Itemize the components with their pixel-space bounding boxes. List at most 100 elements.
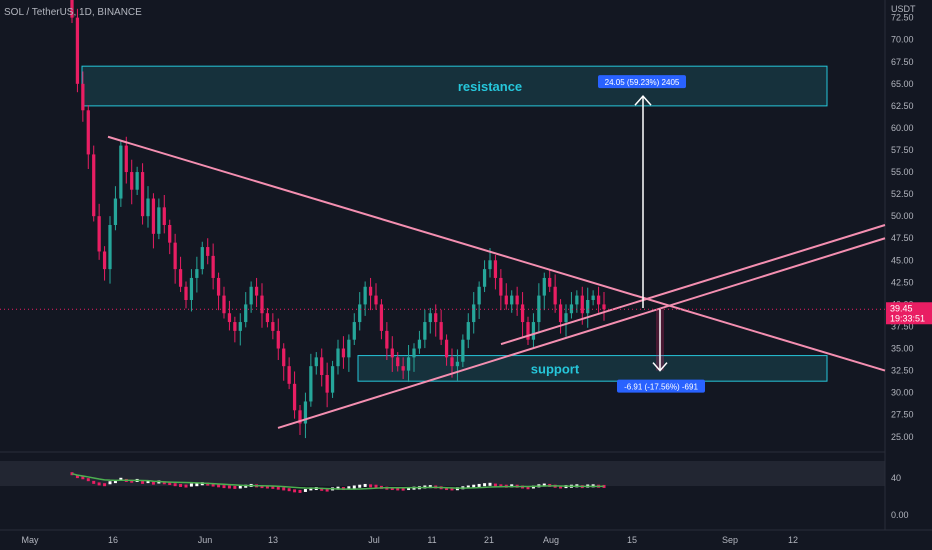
oscillator-point xyxy=(488,482,492,486)
oscillator-point xyxy=(559,485,563,489)
oscillator-point xyxy=(320,487,324,491)
candle xyxy=(417,339,422,349)
oscillator-point xyxy=(227,485,231,489)
candle xyxy=(151,198,156,234)
candle xyxy=(558,304,563,323)
price-tick-label: 32.50 xyxy=(891,366,914,376)
price-tick-label: 52.50 xyxy=(891,189,914,199)
candle xyxy=(580,295,584,314)
candle xyxy=(406,357,411,371)
oscillator-point xyxy=(260,485,264,489)
oscillator-point xyxy=(336,486,340,490)
oscillator-point xyxy=(179,483,183,487)
oscillator-point xyxy=(81,476,85,480)
support-label: support xyxy=(531,361,580,376)
oscillator-point xyxy=(92,480,96,484)
last-price-value: 39.45 xyxy=(890,303,913,313)
candle xyxy=(520,304,525,323)
oscillator-point xyxy=(195,483,199,487)
time-tick-label: Jul xyxy=(368,535,380,545)
candle xyxy=(102,251,107,270)
candle xyxy=(271,322,275,331)
candle xyxy=(113,198,118,225)
price-tick-label: 45.00 xyxy=(891,255,914,265)
candle xyxy=(70,0,74,18)
candle xyxy=(249,286,253,305)
measure-up-arrowhead xyxy=(634,95,652,106)
oscillator-point xyxy=(352,485,356,489)
price-tick-label: 30.00 xyxy=(891,388,914,398)
candle xyxy=(455,361,460,367)
price-tick-label: 55.00 xyxy=(891,167,914,177)
candle xyxy=(504,295,508,305)
oscillator-point xyxy=(347,486,351,490)
candle xyxy=(439,322,443,340)
candle xyxy=(488,260,492,270)
price-tick-label: 42.50 xyxy=(891,277,914,287)
oscillator-point xyxy=(238,485,242,489)
oscillator-point xyxy=(477,483,481,487)
candle xyxy=(184,286,188,300)
candle xyxy=(140,172,145,217)
candle xyxy=(396,357,400,367)
oscillator-point xyxy=(401,487,405,491)
oscillator-point xyxy=(103,483,107,487)
oscillator-point xyxy=(162,481,166,485)
oscillator-point xyxy=(271,485,275,489)
candle xyxy=(493,260,498,278)
oscillator-point xyxy=(303,488,307,492)
candle xyxy=(336,348,340,367)
candle xyxy=(86,110,90,155)
price-tick-label: 57.50 xyxy=(891,145,914,155)
oscillator-point xyxy=(211,483,215,487)
oscillator-point xyxy=(483,483,487,487)
oscillator-point xyxy=(374,484,378,488)
oscillator-point xyxy=(130,479,134,483)
time-tick-label: 12 xyxy=(788,535,798,545)
candle xyxy=(526,322,530,340)
candle xyxy=(390,348,394,358)
support-zone xyxy=(357,355,828,382)
candle xyxy=(444,339,449,358)
oscillator-point xyxy=(151,481,155,485)
candle xyxy=(477,286,481,305)
candle xyxy=(596,295,601,305)
time-tick-label: 16 xyxy=(108,535,118,545)
candle xyxy=(423,322,427,340)
oscillator-point xyxy=(325,488,329,492)
candle xyxy=(162,207,166,225)
candle xyxy=(385,330,389,349)
time-tick-label: 11 xyxy=(427,535,436,545)
candle xyxy=(434,313,438,323)
candle xyxy=(575,295,579,305)
candle xyxy=(124,145,128,173)
candle xyxy=(374,295,378,305)
oscillator-point xyxy=(472,484,476,488)
candle xyxy=(352,322,356,340)
time-tick-label: Jun xyxy=(198,535,213,545)
time-tick-label: 13 xyxy=(268,535,278,545)
oscillator-point xyxy=(396,487,400,491)
measure-down-label-bg xyxy=(617,379,705,393)
measure-up-label: 24.05 (59.23%) 2405 xyxy=(605,78,680,87)
candle xyxy=(135,172,139,190)
oscillator-point xyxy=(526,486,530,490)
oscillator-point xyxy=(119,477,123,481)
candle xyxy=(341,348,346,358)
price-tick-label: 47.50 xyxy=(891,233,914,243)
candle xyxy=(320,357,324,375)
oscillator-point xyxy=(293,489,297,493)
oscillator-point xyxy=(542,483,546,487)
price-tick-label: 27.50 xyxy=(891,410,914,420)
candle xyxy=(265,313,270,323)
candle xyxy=(428,313,432,323)
candle xyxy=(81,83,85,111)
oscillator-point xyxy=(369,484,373,488)
candle xyxy=(287,366,291,384)
candle xyxy=(211,255,215,278)
oscillator-point xyxy=(146,480,150,484)
candle xyxy=(282,348,286,367)
oscillator-point xyxy=(168,482,172,486)
price-tick-label: 70.00 xyxy=(891,35,914,45)
candle xyxy=(499,277,503,296)
